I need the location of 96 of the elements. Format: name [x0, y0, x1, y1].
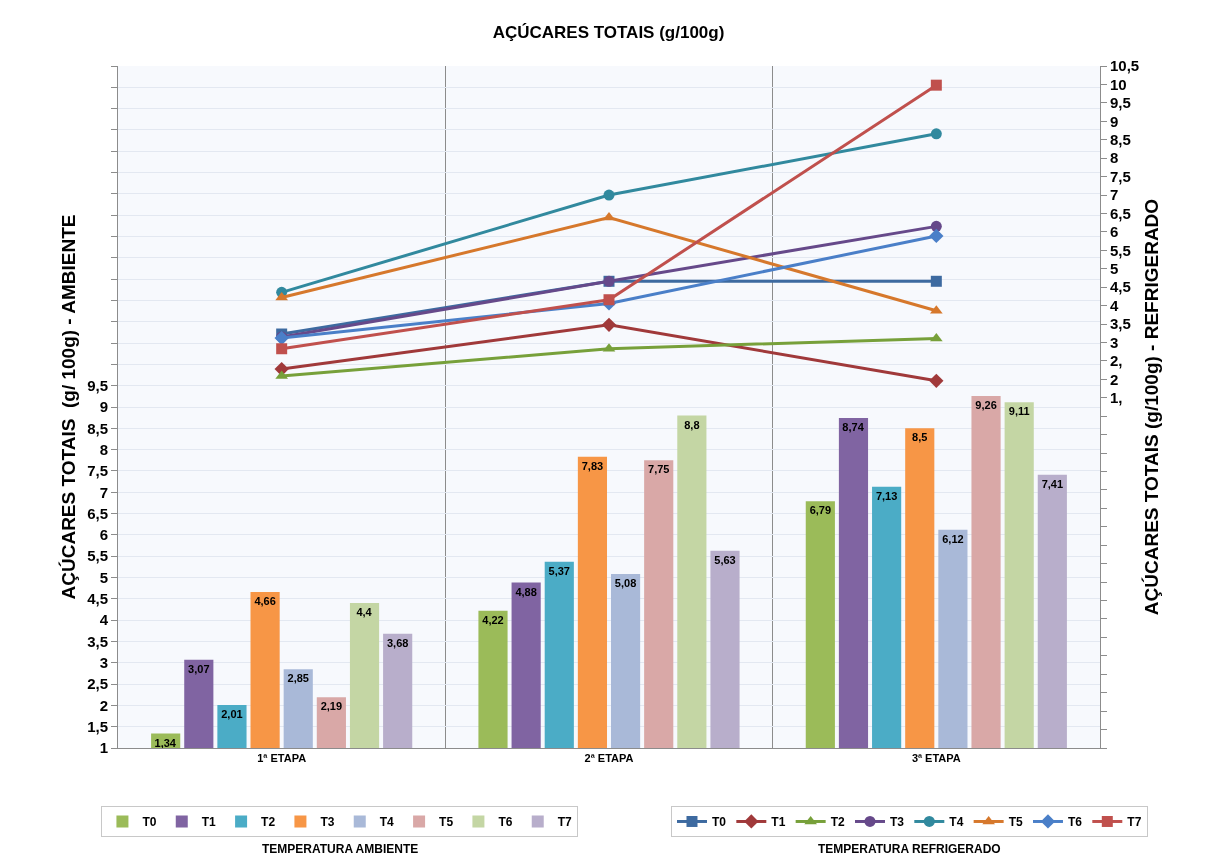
data-label: 4,66 [254, 594, 276, 607]
chart-title: AÇÚCARES TOTAIS (g/100g) [492, 22, 725, 42]
legend-label: T1 [771, 815, 786, 830]
y-axis-title: AÇÚCARES TOTAIS (g/ 100g) - AMBIENTE [57, 214, 79, 600]
point [929, 228, 944, 244]
legend-label: T2 [830, 815, 845, 830]
y2-tick-label: 6,5 [1110, 204, 1131, 222]
x-tick-label: 1ª ETAPA [257, 752, 307, 765]
legend-label: T4 [949, 815, 964, 830]
y-tick-label: 8,5 [87, 419, 108, 437]
y-tick-label: 4 [99, 611, 109, 629]
y-tick-label: 5,5 [87, 547, 108, 565]
data-label: 4,22 [482, 613, 504, 626]
y-tick-label: 3,5 [87, 632, 108, 650]
data-label: 3,68 [386, 636, 409, 649]
y-tick-label: 5 [99, 568, 108, 586]
y2-tick-label: 8 [1110, 149, 1119, 167]
point [930, 79, 942, 91]
y2-tick-label: 9 [1110, 112, 1119, 130]
data-label: 7,83 [581, 459, 604, 472]
point [930, 128, 942, 140]
data-label: 5,08 [614, 577, 637, 590]
y-tick-label: 3 [99, 654, 108, 671]
legend-label: T0 [142, 815, 157, 830]
y-tick-label: 1 [99, 739, 108, 757]
y2-tick-label: 9,5 [1110, 94, 1131, 112]
data-label: 4,4 [356, 606, 373, 619]
x-tick-label: 3ª ETAPA [911, 752, 961, 765]
legend-label: T2 [261, 815, 276, 830]
y2-tick-label: 5,5 [1110, 241, 1131, 259]
point [930, 275, 942, 287]
y-tick-label: 2 [99, 696, 108, 714]
y2-tick-label: 4,5 [1110, 278, 1131, 296]
data-label: 6,79 [809, 504, 832, 517]
y-tick-label: 2,5 [87, 675, 108, 693]
point [929, 373, 944, 388]
y2-tick-label: 6 [1110, 223, 1119, 241]
point [603, 189, 615, 201]
legend-label: T5 [1008, 815, 1023, 830]
data-label: 8,5 [912, 431, 928, 444]
y-tick-label: 6 [99, 526, 108, 544]
point [601, 317, 617, 332]
y-tick-label: 7 [99, 483, 108, 501]
point [276, 343, 288, 355]
y-tick-label: 9,5 [87, 376, 108, 394]
y-tick-label: 9 [99, 398, 108, 416]
data-label: 2,85 [287, 672, 309, 685]
data-label: 5,63 [714, 553, 736, 566]
y2-tick-label: 3 [1110, 333, 1119, 351]
x-tick-label: 2ª ETAPA [584, 752, 634, 765]
y-tick-label: 8 [99, 440, 108, 458]
data-label: 3,07 [188, 662, 210, 675]
y2-tick-label: 1, [1110, 389, 1123, 407]
data-label: 4,88 [515, 585, 537, 598]
legend-label: T5 [439, 815, 454, 830]
y2-tick-label: 10 [1110, 75, 1127, 93]
point [930, 220, 942, 232]
y2-axis-title: AÇÚCARES TOTAIS (g/100g) - REFRIGERADO [1141, 198, 1162, 616]
legend-label: T3 [320, 815, 335, 830]
y2-tick-label: 10,5 [1110, 57, 1140, 75]
data-label: 8,8 [684, 418, 700, 431]
y2-tick-label: 4 [1110, 296, 1119, 314]
data-label: 1,34 [154, 736, 177, 749]
y2-tick-label: 5 [1110, 260, 1119, 278]
y-tick-label: 6,5 [87, 504, 108, 522]
data-label: 8,74 [842, 421, 865, 434]
data-label: 7,41 [1041, 477, 1064, 490]
legend-label: T1 [201, 815, 217, 830]
data-label: 9,11 [1008, 405, 1030, 418]
legend-label: T4 [379, 815, 395, 830]
legend-label: T6 [498, 815, 513, 830]
y2-tick-label: 2 [1110, 370, 1119, 388]
data-label: 2,19 [320, 700, 343, 713]
point [929, 332, 943, 342]
y-tick-label: 7,5 [87, 462, 108, 480]
y2-tick-label: 2, [1110, 352, 1123, 370]
data-label: 7,13 [875, 489, 898, 502]
legend-label: T6 [1067, 815, 1083, 830]
data-label: 9,26 [975, 398, 997, 411]
point [603, 294, 615, 306]
legend-label: T7 [557, 815, 573, 830]
text: TEMPERATURA REFRIGERADO [818, 842, 1001, 856]
data-label: 5,37 [548, 564, 570, 577]
data-label: 2,01 [221, 707, 243, 720]
legend-label: T7 [1127, 815, 1142, 830]
y2-tick-label: 8,5 [1110, 130, 1131, 148]
y2-tick-label: 7,5 [1110, 167, 1131, 185]
data-label: 6,12 [942, 532, 964, 545]
y-tick-label: 4,5 [87, 590, 108, 608]
data-label: 7,75 [648, 463, 670, 476]
y2-tick-label: 3,5 [1110, 315, 1131, 333]
text: TEMPERATURA AMBIENTE [262, 842, 419, 856]
legend-label: T0 [711, 815, 727, 830]
y2-tick-label: 7 [1110, 186, 1119, 204]
y-tick-label: 1,5 [87, 717, 108, 735]
legend-label: T3 [889, 815, 905, 830]
